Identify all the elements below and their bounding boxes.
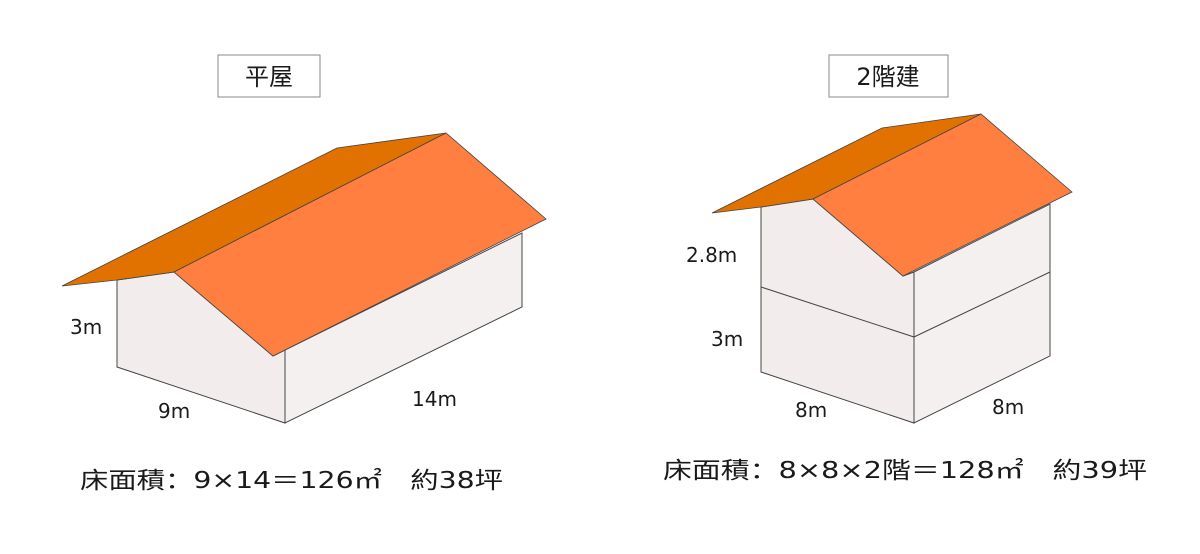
- single-story-title: 平屋: [245, 63, 293, 91]
- single-story-floor-area: 床面積：9×14＝126㎡ 約38坪: [80, 468, 503, 494]
- floor-line-side: [913, 271, 1051, 338]
- two-story-title-box: [828, 54, 949, 98]
- single-story-title-box: [217, 54, 321, 98]
- roof-front-slope: [173, 132, 547, 357]
- lower-height-label: 3m: [711, 327, 743, 351]
- upper-height-label: 2.8m: [686, 243, 737, 267]
- depth-label: 8m: [992, 395, 1024, 419]
- two-story-floor-area: 床面積：8×8×2階＝128㎡ 約39坪: [663, 458, 1147, 484]
- floor-line-front: [760, 286, 915, 338]
- two-story-house: 2階建 2.8m 3m 8m 8m 床面積：8×8×2階＝128㎡ 約39坪: [663, 54, 1147, 484]
- single-story-house: 平屋 3m 9m 14m 床面積：9×14＝126㎡ 約38坪: [61, 54, 547, 494]
- height-label: 3m: [70, 315, 102, 339]
- roof-front-slope: [812, 113, 1073, 277]
- width-label: 9m: [158, 399, 190, 423]
- two-story-title: 2階建: [856, 63, 919, 91]
- width-label: 8m: [795, 398, 827, 422]
- depth-label: 14m: [412, 387, 457, 411]
